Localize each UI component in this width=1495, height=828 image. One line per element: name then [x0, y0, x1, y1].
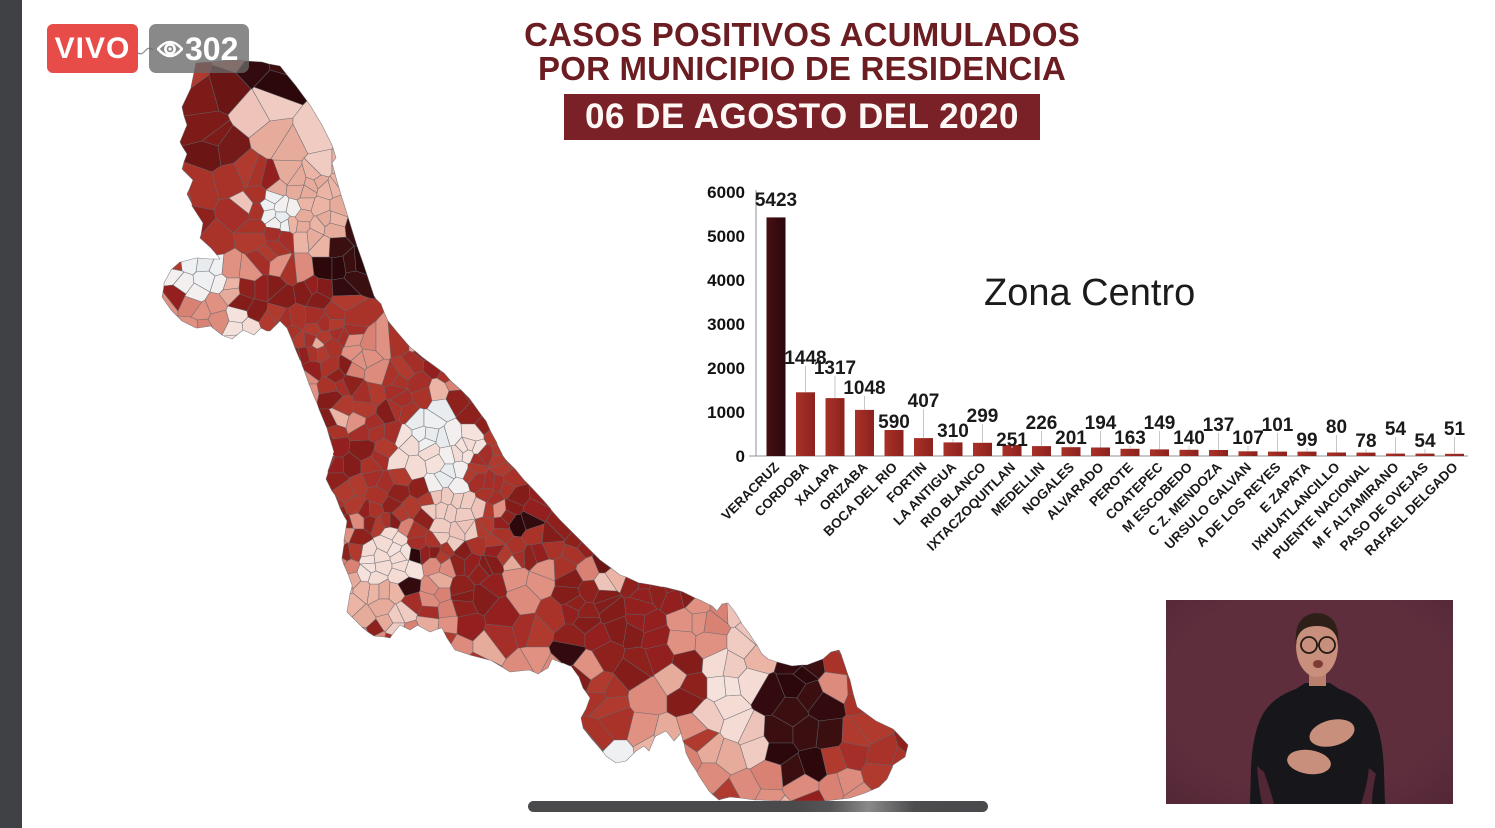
- svg-text:226: 226: [1026, 413, 1058, 434]
- svg-text:251: 251: [996, 430, 1028, 451]
- svg-text:0: 0: [736, 447, 745, 466]
- svg-text:4000: 4000: [707, 271, 745, 290]
- svg-text:299: 299: [967, 406, 999, 427]
- svg-text:310: 310: [937, 421, 969, 442]
- svg-text:194: 194: [1085, 413, 1117, 434]
- svg-text:1000: 1000: [707, 403, 745, 422]
- svg-text:407: 407: [908, 391, 940, 412]
- svg-text:149: 149: [1144, 413, 1176, 434]
- svg-text:6000: 6000: [707, 183, 745, 202]
- svg-text:5423: 5423: [755, 190, 797, 211]
- svg-text:Zona Centro: Zona Centro: [984, 272, 1195, 314]
- svg-text:590: 590: [878, 412, 910, 433]
- svg-text:101: 101: [1262, 415, 1294, 436]
- svg-text:140: 140: [1173, 428, 1205, 449]
- svg-text:51: 51: [1444, 419, 1466, 440]
- svg-text:78: 78: [1355, 431, 1376, 452]
- svg-text:1048: 1048: [843, 378, 885, 399]
- svg-text:80: 80: [1326, 417, 1347, 438]
- svg-text:163: 163: [1114, 428, 1146, 449]
- svg-text:3000: 3000: [707, 315, 745, 334]
- svg-text:5000: 5000: [707, 227, 745, 246]
- svg-text:1317: 1317: [814, 358, 856, 379]
- svg-text:201: 201: [1055, 428, 1087, 449]
- svg-text:137: 137: [1203, 415, 1235, 436]
- svg-text:54: 54: [1414, 431, 1436, 452]
- svg-text:54: 54: [1385, 419, 1407, 440]
- svg-text:107: 107: [1232, 428, 1264, 449]
- svg-text:1448: 1448: [784, 348, 826, 369]
- svg-text:2000: 2000: [707, 359, 745, 378]
- svg-text:99: 99: [1296, 430, 1317, 451]
